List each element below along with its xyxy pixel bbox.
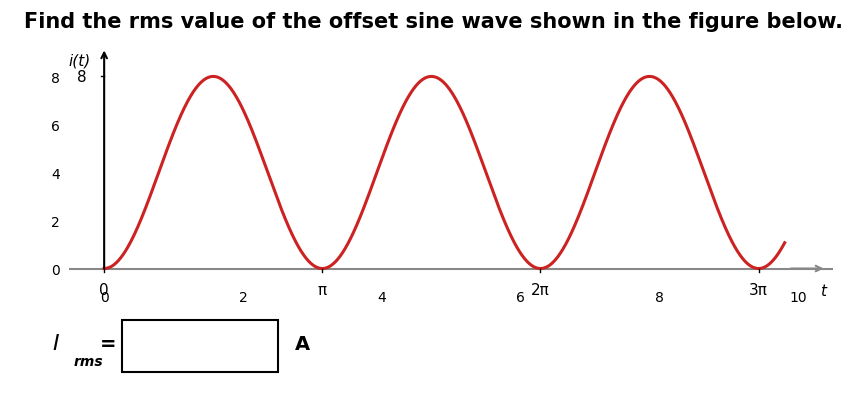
Text: t: t	[820, 283, 825, 298]
Text: Find the rms value of the offset sine wave shown in the figure below.: Find the rms value of the offset sine wa…	[24, 12, 844, 32]
Text: A: A	[295, 334, 310, 353]
Text: rms: rms	[74, 354, 103, 368]
Text: π: π	[318, 282, 327, 297]
Text: 3π: 3π	[749, 282, 768, 297]
Text: 2π: 2π	[531, 282, 549, 297]
Text: 8: 8	[77, 70, 87, 85]
Text: i(t): i(t)	[69, 53, 91, 68]
FancyBboxPatch shape	[122, 320, 278, 373]
Text: =: =	[100, 334, 116, 353]
Text: 0: 0	[99, 282, 109, 297]
Text: $\mathit{I}$: $\mathit{I}$	[52, 334, 60, 354]
